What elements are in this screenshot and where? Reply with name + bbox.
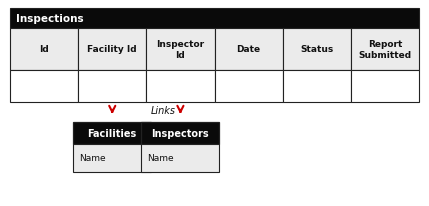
Bar: [73, 144, 151, 172]
Text: Date: Date: [236, 45, 261, 54]
Bar: [142, 144, 219, 172]
Text: Name: Name: [79, 154, 106, 163]
Text: Inspections: Inspections: [16, 14, 84, 24]
Bar: [351, 71, 419, 103]
Bar: [214, 29, 283, 71]
Text: Inspector
Id: Inspector Id: [156, 40, 205, 60]
Text: Facility Id: Facility Id: [88, 45, 137, 54]
Text: Status: Status: [300, 45, 333, 54]
Text: Report
Submitted: Report Submitted: [358, 40, 411, 60]
Bar: [214, 71, 283, 103]
Bar: [283, 29, 351, 71]
Text: Links: Links: [150, 105, 175, 115]
Bar: [73, 122, 151, 144]
Text: Name: Name: [148, 154, 174, 163]
Bar: [78, 71, 146, 103]
Bar: [142, 122, 219, 144]
Text: Inspectors: Inspectors: [151, 128, 209, 138]
Bar: [283, 71, 351, 103]
Bar: [351, 29, 419, 71]
Bar: [10, 9, 419, 29]
Text: Id: Id: [39, 45, 49, 54]
Bar: [10, 29, 78, 71]
Bar: [146, 71, 214, 103]
Bar: [10, 71, 78, 103]
Text: Facilities: Facilities: [88, 128, 137, 138]
Bar: [78, 29, 146, 71]
Bar: [146, 29, 214, 71]
